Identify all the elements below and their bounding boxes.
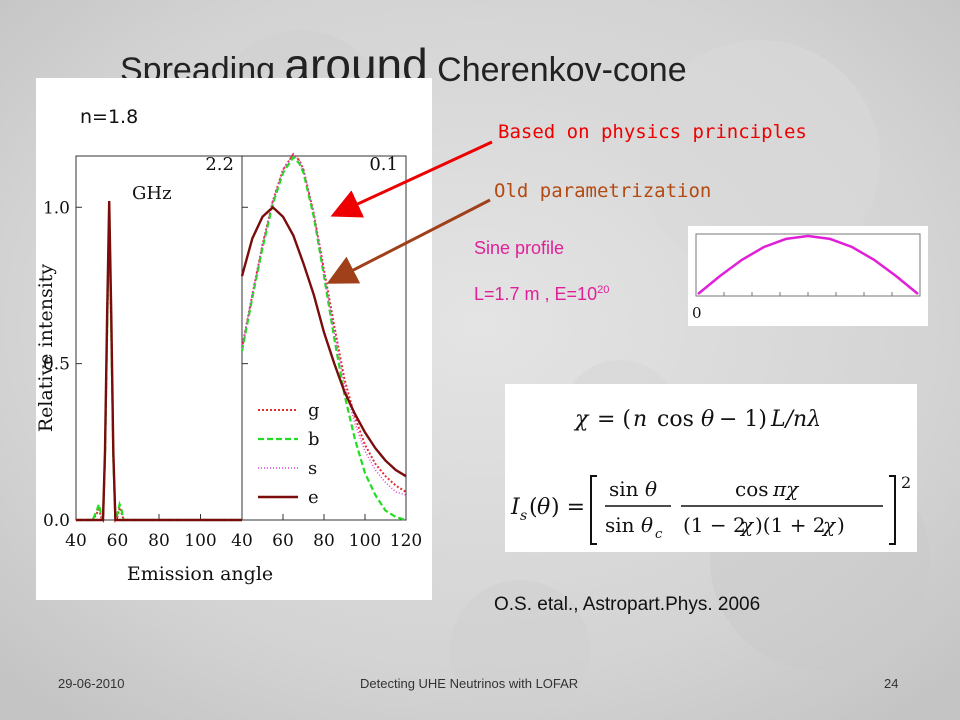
legend-label-s: s — [308, 458, 317, 479]
svg-text:θ: θ — [537, 495, 550, 520]
formula-box: χ = ( n cos θ − 1) L/nλ I s ( θ ) = sin … — [505, 384, 917, 552]
x-tick-label: 40 — [65, 531, 87, 551]
length-energy-label: L=1.7 m , E=1020 — [474, 284, 610, 304]
callout-physics-principles: Based on physics principles — [498, 121, 807, 143]
svg-text:χ: χ — [739, 513, 755, 537]
sine-x-tick-label: 0 — [692, 304, 702, 322]
svg-text:) =: ) = — [551, 495, 585, 520]
emission-angle-chart: 40 60 80 100 0.0 0.5 1.0 2.2 40 60 80 100 120 0.1 gbse… — [35, 152, 422, 585]
svg-text:χ: χ — [821, 513, 837, 537]
sine-profile-inset: 0 — [688, 226, 928, 326]
y-axis-label: Relative intensity — [36, 264, 57, 433]
legend-label-e: e — [308, 487, 319, 508]
svg-text:L/nλ: L/nλ — [770, 407, 821, 432]
legend-label-b: b — [308, 429, 320, 450]
footer-title: Detecting UHE Neutrinos with LOFAR — [360, 676, 579, 691]
unit-label: GHz — [132, 183, 172, 204]
series-line-right-e — [240, 205, 407, 478]
svg-text:sin: sin — [609, 477, 639, 501]
x-tick-label: 60 — [272, 531, 294, 551]
callout-old-parametrization: Old parametrization — [494, 180, 712, 202]
svg-text:χ: χ — [573, 407, 590, 432]
svg-text:(: ( — [529, 495, 538, 520]
svg-text:= (: = ( — [597, 407, 631, 432]
svg-text:I: I — [510, 495, 521, 520]
brown-arrow — [326, 198, 491, 284]
y-tick-label: 1.0 — [43, 198, 70, 218]
x-tick-label: 100 — [349, 531, 381, 551]
plot-panel: 40 60 80 100 0.0 0.5 1.0 2.2 40 60 80 100 120 0.1 g b s e… — [35, 78, 432, 600]
svg-text:): ) — [837, 513, 845, 537]
sine-frame — [695, 233, 921, 297]
legend-label-g: g — [308, 400, 320, 421]
svg-text:2: 2 — [901, 473, 911, 492]
footer-date: 29-06-2010 — [58, 676, 125, 691]
svg-text:sin: sin — [605, 513, 635, 537]
sine-profile-chart: 0 — [692, 233, 921, 322]
sine-profile-label: Sine profile — [474, 238, 565, 258]
red-arrow — [330, 140, 493, 218]
y-tick-label: 0.5 — [43, 355, 70, 375]
svg-text:s: s — [520, 508, 527, 524]
x-tick-label: 100 — [184, 531, 216, 551]
frequency-label: 2.2 — [205, 154, 234, 175]
svg-text:(1 − 2: (1 − 2 — [683, 513, 746, 537]
formula-graphic: χ = ( n cos θ − 1) L/nλ I s ( θ ) = sin … — [510, 407, 911, 545]
x-tick-label: 40 — [231, 531, 253, 551]
refractive-index-label: n=1.8 — [80, 106, 139, 128]
svg-text:θ: θ — [641, 513, 653, 537]
slide-title: Spreading around Cherenkov-cone — [120, 39, 687, 91]
svg-text:n: n — [633, 407, 647, 432]
svg-text:)(1 + 2: )(1 + 2 — [755, 513, 826, 537]
svg-text:c: c — [655, 527, 663, 542]
x-tick-label: 120 — [390, 531, 422, 551]
svg-text:θ: θ — [645, 477, 657, 501]
svg-text:πχ: πχ — [772, 477, 800, 501]
sine-curve — [697, 234, 919, 295]
x-tick-label: 80 — [148, 531, 170, 551]
svg-text:cos: cos — [657, 407, 694, 432]
svg-text:− 1): − 1) — [719, 407, 767, 432]
x-tick-label: 60 — [107, 531, 129, 551]
footer-page-number: 24 — [884, 676, 899, 691]
reference-citation: O.S. etal., Astropart.Phys. 2006 — [494, 594, 761, 615]
x-tick-label: 80 — [313, 531, 335, 551]
svg-text:θ: θ — [701, 407, 714, 432]
y-tick-label: 0.0 — [43, 511, 70, 531]
series-line-left-e — [76, 200, 242, 522]
frequency-label: 0.1 — [369, 154, 398, 175]
x-axis-label: Emission angle — [127, 563, 273, 585]
svg-text:cos: cos — [735, 477, 769, 501]
series-line-right-b — [240, 155, 407, 522]
